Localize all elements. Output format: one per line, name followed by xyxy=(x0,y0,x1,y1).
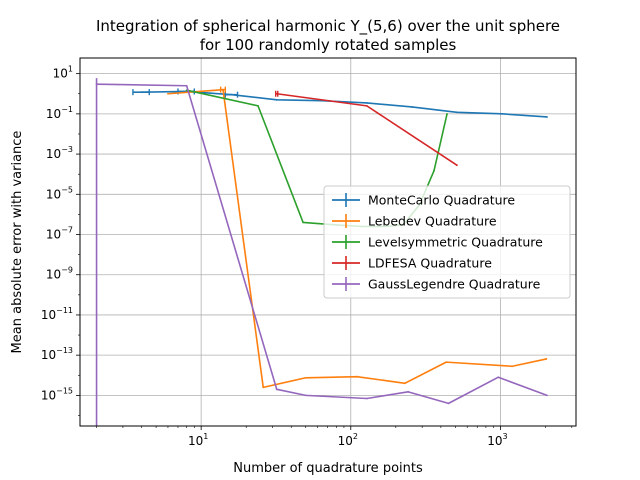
legend-label-4: GaussLegendre Quadrature xyxy=(368,277,541,292)
series-2-point-1 xyxy=(257,104,259,107)
y-tick-label-exponent-0: 1 xyxy=(68,65,73,74)
x-tick-label-2: 103 xyxy=(487,432,507,448)
series-0-point-9 xyxy=(546,116,548,118)
y-tick-label-exponent-2: −3 xyxy=(61,145,73,154)
series-0-point-5 xyxy=(365,102,368,104)
y-tick-label-1: 10−1 xyxy=(46,105,73,121)
y-tick-label-base-6: 10 xyxy=(41,308,56,322)
y-tick-label-4: 10−7 xyxy=(46,226,73,242)
series-0-point-6 xyxy=(410,106,413,108)
series-2-point-9 xyxy=(446,112,448,115)
y-tick-label-base-8: 10 xyxy=(41,388,56,402)
series-4-point-7 xyxy=(497,376,500,379)
series-4-point-4 xyxy=(365,397,368,400)
series-1 xyxy=(167,86,548,389)
series-4-point-5 xyxy=(407,390,410,393)
y-tick-label-exponent-5: −9 xyxy=(61,266,73,275)
legend: MonteCarlo Quadrature Lebedev Quadrature L… xyxy=(323,185,571,299)
ticks-layer: 101 102 10310110−110−310−510−710−910−1110−… xyxy=(41,65,573,448)
y-tick-label-exponent-3: −5 xyxy=(61,185,73,194)
legend-item-0: MonteCarlo Quadrature xyxy=(332,193,515,208)
series-2-point-8 xyxy=(433,169,435,172)
x-tick-label-exponent-2: 3 xyxy=(503,432,508,441)
x-axis-label: Number of quadrature points xyxy=(233,461,423,476)
legend-item-1: Lebedev Quadrature xyxy=(332,214,497,229)
x-tick-label-exponent-1: 2 xyxy=(353,432,358,441)
legend-label-0: MonteCarlo Quadrature xyxy=(368,193,515,208)
legend-label-3: LDFESA Quadrature xyxy=(368,256,492,271)
legend-item-4: GaussLegendre Quadrature xyxy=(332,277,541,292)
series-2-point-2 xyxy=(302,221,304,224)
legend-frame xyxy=(323,185,571,299)
series-4-point-6 xyxy=(447,402,450,405)
series-0-point-3 xyxy=(275,98,278,101)
y-tick-label-8: 10−15 xyxy=(41,386,73,402)
y-tick-label-exponent-1: −1 xyxy=(61,105,73,114)
y-tick-label-exponent-4: −7 xyxy=(61,226,73,235)
y-tick-label-base-5: 10 xyxy=(46,268,61,282)
legend-label-1: Lebedev Quadrature xyxy=(368,214,497,229)
y-tick-label-3: 10−5 xyxy=(46,185,73,201)
y-tick-label-base-0: 10 xyxy=(53,67,68,81)
legend-item-3: LDFESA Quadrature xyxy=(332,256,492,271)
y-tick-label-exponent-6: −11 xyxy=(56,306,73,315)
series-0-point-7 xyxy=(456,111,458,114)
series-0 xyxy=(132,88,548,118)
x-tick-label-exponent-0: 1 xyxy=(203,432,208,441)
series-0-point-8 xyxy=(501,112,503,115)
x-tick-label-1: 102 xyxy=(338,432,358,448)
y-axis-label: Mean absolute error with variance xyxy=(10,131,25,354)
legend-item-2: Levelsymmetric Quadrature xyxy=(332,235,543,250)
series-3 xyxy=(275,90,458,167)
y-tick-label-exponent-8: −15 xyxy=(56,386,73,395)
series-4 xyxy=(95,78,548,426)
chart-title-line-2: for 100 randomly rotated samples xyxy=(200,36,457,54)
chart-title-line-1: Integration of spherical harmonic Y_(5,6… xyxy=(96,17,560,36)
series-1-point-0 xyxy=(167,92,169,95)
series-1-point-5 xyxy=(404,382,406,385)
y-tick-label-exponent-7: −13 xyxy=(56,346,73,355)
series-1-point-7 xyxy=(511,365,514,368)
series-line-0 xyxy=(141,90,548,118)
series-4-point-8 xyxy=(546,394,548,397)
series-1-point-2 xyxy=(262,386,265,389)
y-tick-label-0: 101 xyxy=(53,65,73,81)
y-tick-label-7: 10−13 xyxy=(41,346,73,362)
series-3-point-2 xyxy=(456,164,458,167)
x-tick-label-0: 101 xyxy=(188,432,208,448)
series-1-point-4 xyxy=(356,375,358,378)
y-tick-label-2: 10−3 xyxy=(46,145,73,161)
y-tick-label-base-1: 10 xyxy=(46,107,61,121)
series-1-point-8 xyxy=(545,358,548,360)
series-1-point-6 xyxy=(445,361,448,364)
y-tick-label-base-2: 10 xyxy=(46,147,61,161)
legend-label-2: Levelsymmetric Quadrature xyxy=(368,235,543,250)
series-4-point-1 xyxy=(185,84,188,87)
series-3-point-1 xyxy=(365,104,368,107)
y-tick-label-6: 10−11 xyxy=(41,306,73,322)
series-1-point-3 xyxy=(304,376,307,379)
y-tick-label-base-4: 10 xyxy=(46,228,61,242)
y-tick-label-base-3: 10 xyxy=(46,187,61,201)
series-4-point-3 xyxy=(304,394,307,397)
series-4-point-2 xyxy=(275,388,278,391)
y-tick-label-5: 10−9 xyxy=(46,266,73,282)
y-tick-label-base-7: 10 xyxy=(41,348,56,362)
axes-frame xyxy=(79,57,577,427)
